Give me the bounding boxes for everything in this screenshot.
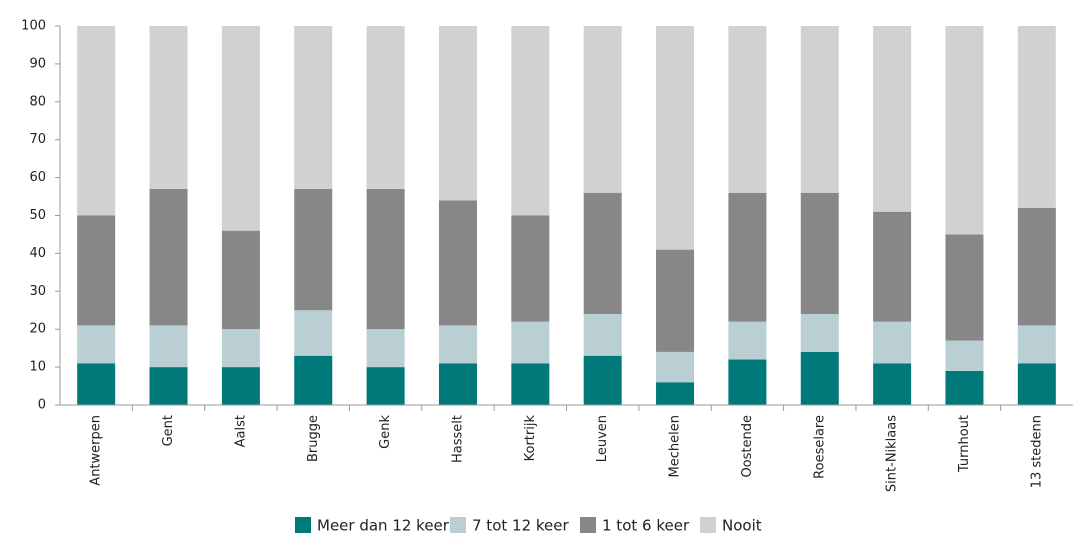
- bar-segment: [800, 351, 839, 405]
- bar-segment: [77, 215, 116, 326]
- bar-segment: [438, 325, 477, 364]
- bar-segment: [221, 367, 260, 405]
- y-tick-label: 10: [29, 360, 46, 375]
- bar-segment: [800, 26, 839, 193]
- bar-segment: [873, 26, 912, 212]
- x-tick-label: Turnhout: [957, 415, 972, 473]
- bar-segment: [1017, 325, 1056, 364]
- bar-segment: [728, 359, 767, 405]
- bar-segment: [438, 200, 477, 326]
- y-tick-label: 50: [29, 208, 46, 223]
- y-tick-label: 20: [29, 322, 46, 337]
- bar-segment: [511, 363, 550, 405]
- bar-segment: [873, 363, 912, 405]
- bar-segment: [511, 26, 550, 216]
- y-tick-label: 100: [21, 19, 46, 34]
- y-tick-label: 70: [29, 132, 46, 147]
- bar-segment: [221, 329, 260, 368]
- bar-segment: [366, 188, 405, 330]
- x-tick-label: Leuven: [595, 415, 610, 462]
- x-tick-label: Brugge: [306, 415, 321, 462]
- bar-segment: [1017, 26, 1056, 208]
- bar-segment: [800, 192, 839, 315]
- y-tick-label: 0: [38, 398, 46, 413]
- y-tick-label: 40: [29, 246, 46, 261]
- bar-segment: [583, 355, 622, 405]
- x-tick-label: 13 stedenn: [1029, 415, 1044, 488]
- bar-segment: [149, 367, 188, 405]
- bar-segment: [77, 325, 116, 364]
- bar-segment: [149, 325, 188, 368]
- bar-segment: [1017, 363, 1056, 405]
- x-tick-label: Kortrijk: [523, 415, 538, 462]
- y-tick-label: 60: [29, 170, 46, 185]
- bar-segment: [366, 367, 405, 405]
- bar-segment: [656, 26, 695, 250]
- bar-segment: [294, 310, 333, 356]
- bar-segment: [77, 26, 116, 216]
- bar-segment: [728, 321, 767, 360]
- bar-segment: [294, 355, 333, 405]
- bar-segment: [1017, 207, 1056, 326]
- legend-label: Meer dan 12 keer: [317, 517, 450, 535]
- bar-segment: [945, 340, 984, 371]
- bar-segment: [728, 26, 767, 193]
- legend-swatch: [450, 517, 466, 533]
- bar-segment: [221, 26, 260, 231]
- x-tick-label: Hasselt: [450, 415, 465, 463]
- bar-segment: [873, 211, 912, 322]
- bar-segment: [873, 321, 912, 364]
- x-tick-label: Antwerpen: [89, 415, 104, 486]
- x-tick-label: Genk: [378, 415, 393, 449]
- bar-segment: [728, 192, 767, 322]
- bar-segment: [149, 188, 188, 326]
- bar-segment: [583, 314, 622, 356]
- x-tick-label: Mechelen: [668, 415, 683, 477]
- bar-segment: [221, 230, 260, 330]
- bar-segment: [800, 314, 839, 352]
- bar-segment: [77, 363, 116, 405]
- bar-segment: [945, 234, 984, 341]
- y-tick-label: 80: [29, 94, 46, 109]
- bar-segment: [656, 382, 695, 405]
- x-tick-label: Sint-Niklaas: [885, 415, 900, 492]
- bar-segment: [366, 329, 405, 368]
- bar-segment: [511, 215, 550, 322]
- y-tick-label: 30: [29, 284, 46, 299]
- legend-swatch: [700, 517, 716, 533]
- bar-segment: [438, 363, 477, 405]
- bar-segment: [945, 370, 984, 405]
- bar-segment: [945, 26, 984, 235]
- bar-segment: [511, 321, 550, 364]
- y-tick-label: 90: [29, 56, 46, 71]
- bar-segment: [294, 188, 333, 311]
- legend-swatch: [295, 517, 311, 533]
- bar-segment: [583, 192, 622, 315]
- bar-segment: [656, 249, 695, 352]
- bar-segment: [149, 26, 188, 189]
- x-tick-label: Aalst: [233, 415, 248, 447]
- legend-swatch: [580, 517, 596, 533]
- legend-label: 1 tot 6 keer: [602, 517, 690, 535]
- x-tick-label: Gent: [161, 415, 176, 446]
- bar-segment: [656, 351, 695, 383]
- x-tick-label: Oostende: [740, 415, 755, 478]
- bar-segment: [583, 26, 622, 193]
- x-tick-label: Roeselare: [812, 415, 827, 479]
- legend-label: Nooit: [722, 517, 762, 535]
- bar-segment: [294, 26, 333, 189]
- bar-segment: [366, 26, 405, 189]
- bar-segment: [438, 26, 477, 201]
- legend-label: 7 tot 12 keer: [472, 517, 569, 535]
